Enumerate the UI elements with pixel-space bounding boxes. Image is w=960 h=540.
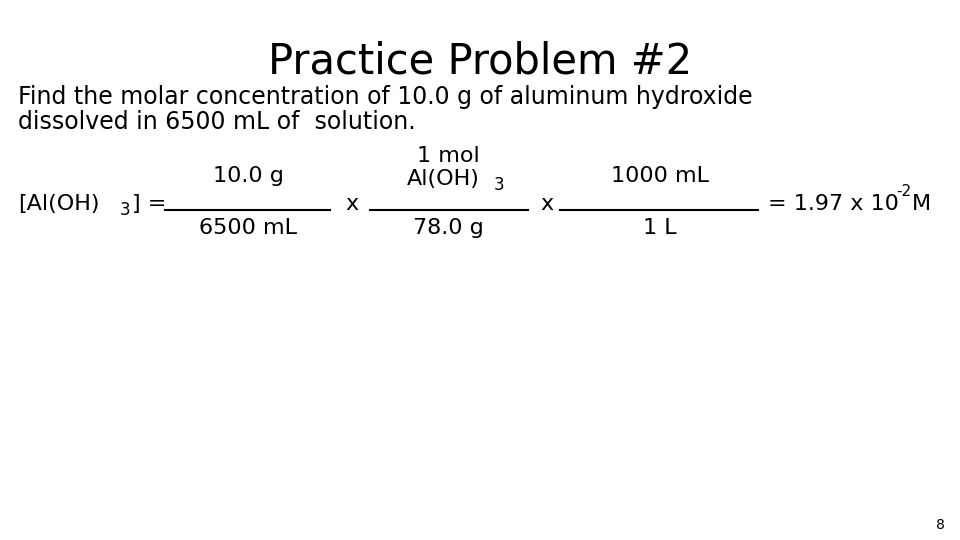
Text: 1000 mL: 1000 mL	[611, 166, 709, 186]
Text: 10.0 g: 10.0 g	[212, 166, 283, 186]
Text: 3: 3	[120, 201, 131, 219]
Text: Find the molar concentration of 10.0 g of aluminum hydroxide: Find the molar concentration of 10.0 g o…	[18, 85, 753, 109]
Text: 6500 mL: 6500 mL	[199, 218, 297, 238]
Text: 3: 3	[494, 176, 505, 194]
Text: x: x	[345, 194, 358, 214]
Text: = 1.97 x 10: = 1.97 x 10	[768, 194, 899, 214]
Text: 8: 8	[936, 518, 945, 532]
Text: ] =: ] =	[132, 194, 166, 214]
Text: 78.0 g: 78.0 g	[413, 218, 484, 238]
Text: -2: -2	[896, 184, 911, 199]
Text: M: M	[912, 194, 931, 214]
Text: [Al(OH): [Al(OH)	[18, 194, 100, 214]
Text: Practice Problem #2: Practice Problem #2	[268, 40, 692, 82]
Text: dissolved in 6500 mL of  solution.: dissolved in 6500 mL of solution.	[18, 110, 416, 134]
Text: 1 L: 1 L	[643, 218, 677, 238]
Text: Al(OH): Al(OH)	[407, 169, 479, 189]
Text: x: x	[540, 194, 553, 214]
Text: 1 mol: 1 mol	[417, 146, 479, 166]
